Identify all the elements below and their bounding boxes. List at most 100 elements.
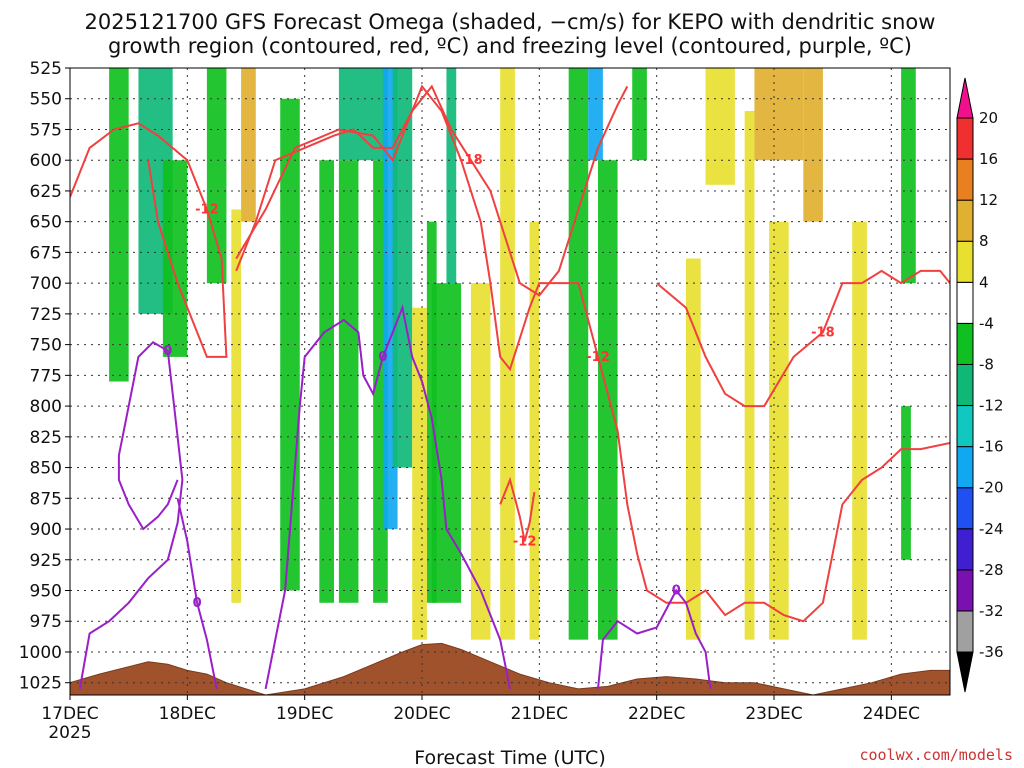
omega-shading	[109, 68, 916, 640]
colorbar-swatch-3	[956, 528, 974, 571]
colorbar-swatch-9	[956, 281, 974, 324]
x-tick-label-6: 23DEC	[745, 704, 802, 724]
colorbar-label-1: -32	[979, 602, 1004, 620]
omega-band-0	[109, 68, 129, 382]
purple-contour-label-2: 0	[378, 350, 387, 365]
purple-contour-1	[176, 498, 218, 690]
x-tick-label-1: 18DEC	[159, 704, 216, 724]
purple-contour-label-3: 0	[672, 584, 681, 599]
colorbar-label-4: -20	[979, 479, 1004, 497]
red-contour-label-1: -18	[459, 153, 483, 168]
omega-band-8	[338, 160, 359, 603]
purple-contour-0	[78, 340, 184, 690]
y-axis: 525 550 575 600 625 650 675 700 725 750 775 800 825 8…	[19, 59, 70, 694]
colorbar-label-8: -4	[979, 314, 994, 332]
omega-band-5	[241, 68, 256, 222]
x-axis: 17DEC 18DEC 19DEC 20DEC 21DEC 22DEC 23DEC 24DEC…	[41, 695, 920, 743]
plot-frame	[69, 67, 951, 696]
x-tick-label-3: 20DEC	[393, 704, 450, 724]
omega-band-7	[319, 160, 334, 603]
colorbar: -36 -32 -28 -24 -20 -16 -12 -8 -4 4 8 12 16 20	[956, 77, 1004, 693]
omega-band-24	[686, 258, 701, 640]
omega-band-2	[162, 160, 188, 357]
y-tick-label-15: 900	[30, 520, 62, 540]
colorbar-swatch-2	[956, 569, 974, 612]
colorbar-swatch-10	[956, 240, 974, 283]
y-tick-label-8: 725	[30, 305, 62, 325]
y-tick-label-2: 575	[30, 120, 62, 140]
x-tick-label-2: 19DEC	[276, 704, 333, 724]
purple-contour-3	[597, 588, 712, 690]
omega-band-27	[754, 68, 804, 161]
colorbar-swatch-6	[956, 405, 974, 448]
omega-band-4	[231, 209, 242, 603]
red-contour-label-0: -12	[195, 202, 219, 217]
contours: -12 -18 -12 -18 -12 0 0 0 0	[70, 84, 950, 690]
x-year-label: 2025	[48, 723, 91, 743]
x-tick-label-0: 17DEC	[41, 704, 98, 724]
colorbar-swatch-1	[956, 610, 974, 653]
colorbar-swatch-4	[956, 487, 974, 530]
omega-band-32	[901, 406, 911, 560]
omega-band-18	[500, 68, 515, 640]
red-contour-1	[235, 84, 629, 297]
y-tick-label-3: 600	[30, 151, 62, 171]
colorbar-label-7: -8	[979, 355, 994, 373]
red-contour-4	[499, 476, 536, 542]
red-contour-2	[235, 84, 950, 623]
purple-contour-label-0: 0	[163, 344, 172, 359]
red-contour-label-3: -18	[811, 325, 835, 340]
y-tick-label-13: 850	[30, 459, 62, 479]
y-tick-label-16: 925	[30, 551, 62, 571]
credit-text: coolwx.com/models	[859, 746, 1013, 764]
omega-band-16	[412, 307, 427, 640]
colorbar-swatch-8	[956, 322, 974, 365]
colorbar-swatch-12	[956, 158, 974, 201]
omega-band-21	[588, 68, 603, 161]
omega-band-29	[803, 68, 823, 222]
colorbar-label-2: -28	[979, 561, 1004, 579]
y-tick-label-18: 975	[30, 612, 62, 632]
colorbar-label-13: 20	[979, 109, 998, 127]
red-contour-3	[656, 269, 950, 408]
omega-band-30	[852, 221, 867, 640]
x-tick-label-5: 22DEC	[628, 704, 685, 724]
colorbar-label-5: -16	[979, 438, 1004, 456]
colorbar-label-12: 16	[979, 150, 998, 168]
omega-band-25	[705, 68, 735, 185]
colorbar-upper-triangle	[956, 77, 974, 119]
omega-band-3	[206, 68, 227, 284]
purple-contour-2	[264, 304, 511, 690]
y-tick-label-6: 675	[30, 243, 62, 263]
x-axis-label: Forecast Time (UTC)	[414, 747, 605, 768]
colorbar-label-10: 8	[979, 232, 989, 250]
omega-band-31	[901, 68, 916, 284]
red-contour-label-2: -12	[586, 350, 610, 365]
y-tick-label-14: 875	[30, 489, 62, 509]
red-contour-0	[70, 122, 228, 358]
y-tick-label-9: 750	[30, 336, 62, 356]
y-tick-label-17: 950	[30, 582, 62, 602]
omega-band-23	[632, 68, 647, 161]
y-tick-label-5: 650	[30, 213, 62, 233]
purple-contour-label-1: 0	[193, 596, 202, 611]
colorbar-label-11: 12	[979, 191, 998, 209]
y-tick-label-7: 700	[30, 274, 62, 294]
x-tick-label-4: 21DEC	[511, 704, 568, 724]
plot-area: -12 -18 -12 -18 -12 0 0 0 0	[69, 67, 951, 696]
colorbar-label-0: -36	[979, 643, 1004, 661]
y-tick-label-12: 825	[30, 428, 62, 448]
colorbar-swatch-11	[956, 199, 974, 242]
chart-title-line-2: growth region (contoured, red, ºC) and f…	[108, 34, 912, 58]
omega-band-20	[568, 68, 589, 640]
omega-band-17	[470, 283, 491, 640]
omega-band-22	[598, 160, 618, 640]
y-tick-label-11: 800	[30, 397, 62, 417]
colorbar-swatch-13	[956, 117, 974, 160]
colorbar-label-6: -12	[979, 397, 1004, 415]
colorbar-swatch-7	[956, 363, 974, 407]
y-tick-label-1: 550	[30, 90, 62, 110]
omega-band-12	[392, 68, 413, 468]
y-tick-label-19: 1000	[19, 643, 62, 663]
